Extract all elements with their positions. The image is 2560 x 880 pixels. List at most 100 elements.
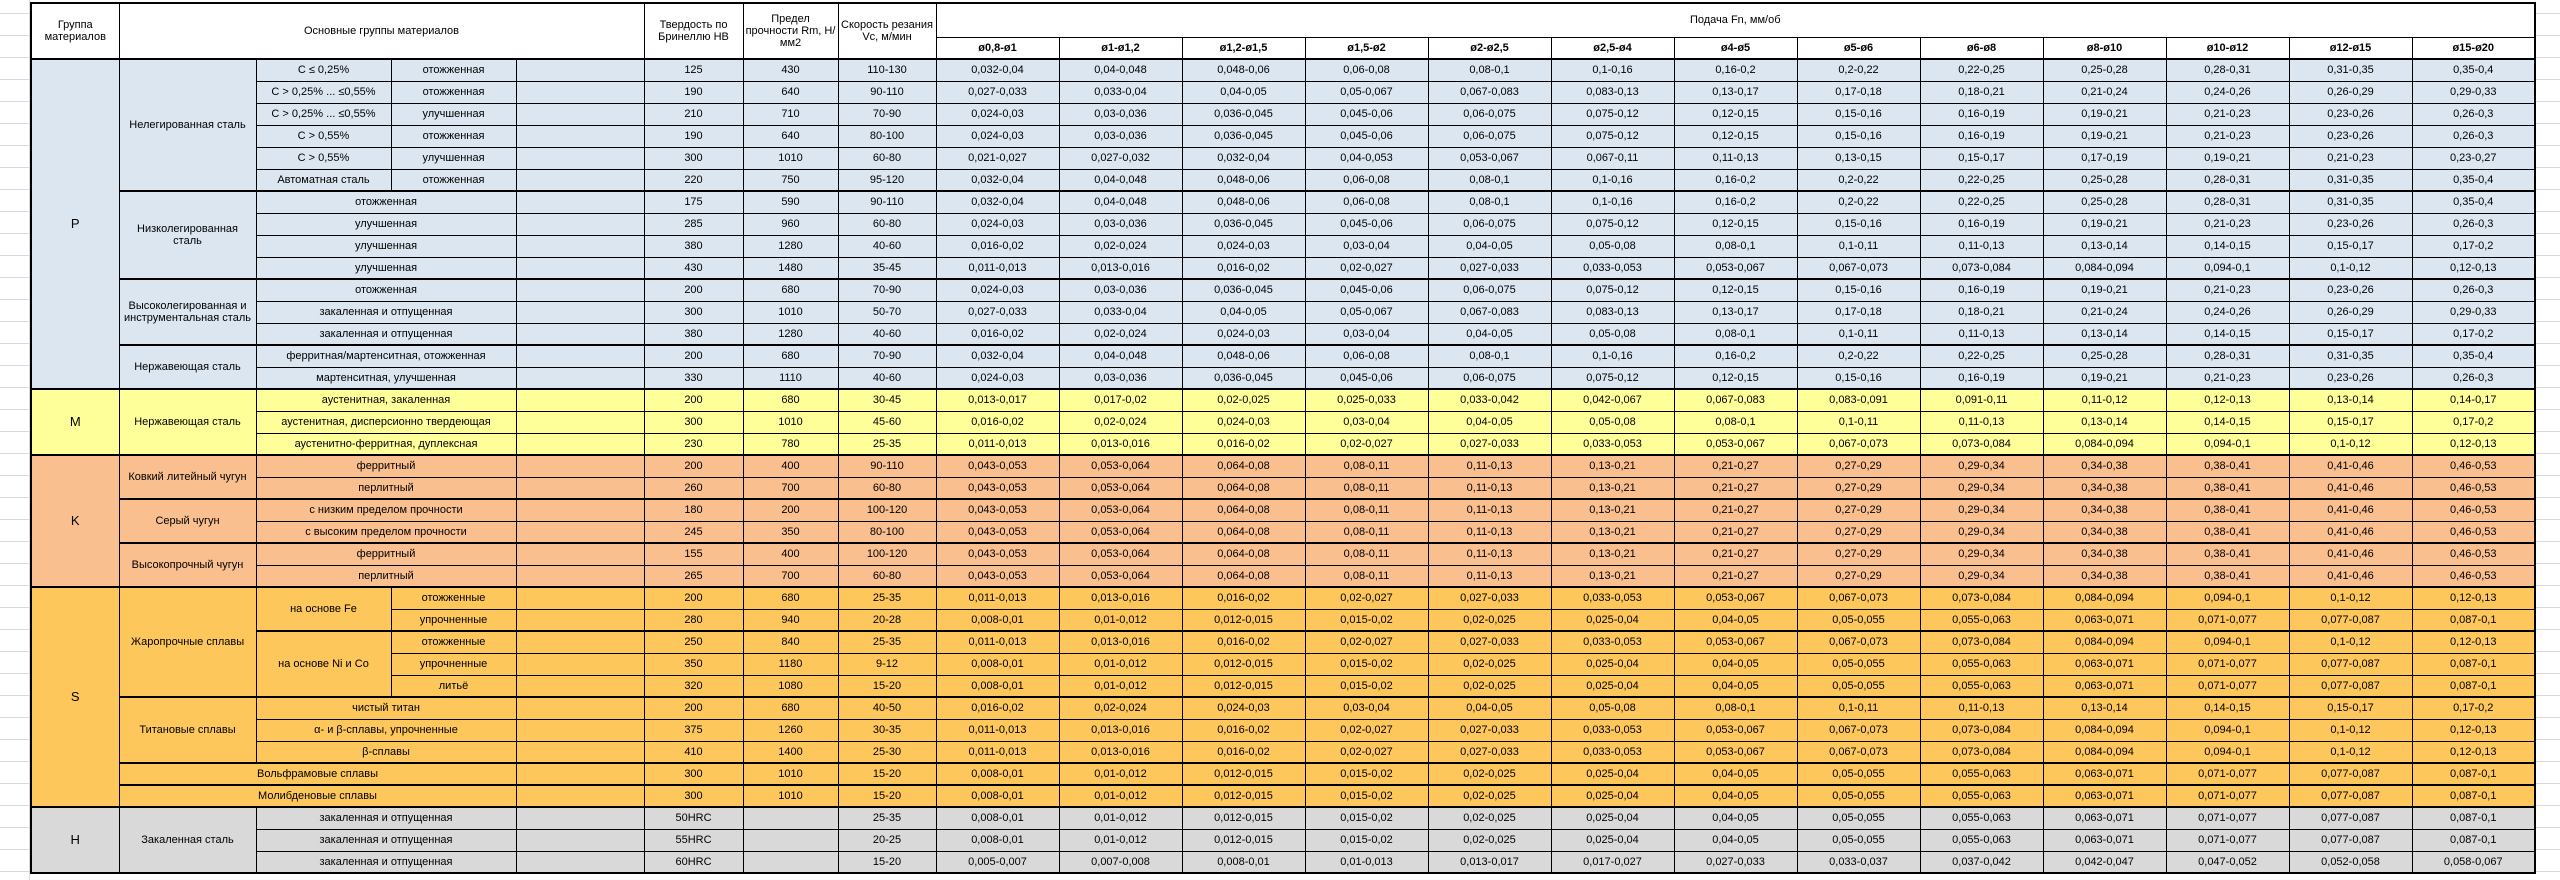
feed-cell[interactable]: 0,16-0,2 [1673,190,1798,214]
feed-cell[interactable]: 0,024-0,03 [1181,696,1306,720]
feed-cell[interactable]: 0,05-0,08 [1550,234,1675,258]
feed-cell[interactable]: 0,013-0,016 [1058,432,1183,456]
feed-cell[interactable]: 0,34-0,38 [2042,476,2167,500]
feed-cell[interactable]: 0,06-0,075 [1427,212,1552,236]
condition-cell[interactable]: улучшенная [255,256,517,280]
feed-cell[interactable]: 0,037-0,042 [1919,850,2044,874]
feed-cell[interactable]: 0,29-0,34 [1919,542,2044,566]
hardness-cell[interactable]: 410 [643,740,744,764]
feed-cell[interactable]: 0,087-0,1 [2411,674,2536,698]
feed-cell[interactable]: 0,03-0,04 [1304,410,1429,434]
strength-cell[interactable]: 680 [742,344,839,368]
feed-cell[interactable]: 0,13-0,17 [1673,80,1798,104]
spacer-cell[interactable] [515,58,645,82]
feed-cell[interactable]: 0,075-0,12 [1550,212,1675,236]
condition-cell[interactable]: улучшенная [255,212,517,236]
feed-cell[interactable]: 0,24-0,26 [2165,300,2290,324]
feed-cell[interactable]: 0,29-0,34 [1919,476,2044,500]
feed-cell[interactable]: 0,1-0,12 [2288,586,2413,610]
feed-cell[interactable]: 0,26-0,29 [2288,300,2413,324]
feed-cell[interactable]: 0,064-0,08 [1181,476,1306,500]
subtype-cell[interactable]: C ≤ 0,25% [255,58,392,82]
condition-cell[interactable]: закаленная и отпущенная [255,850,517,874]
feed-cell[interactable]: 0,048-0,06 [1181,190,1306,214]
feed-cell[interactable]: 0,016-0,02 [935,322,1060,346]
feed-cell[interactable]: 0,055-0,063 [1919,652,2044,676]
feed-cell[interactable]: 0,25-0,28 [2042,190,2167,214]
condition-cell[interactable]: отожженные [390,630,517,654]
feed-cell[interactable]: 0,15-0,16 [1796,278,1921,302]
feed-cell[interactable]: 0,067-0,073 [1796,740,1921,764]
feed-cell[interactable]: 0,012-0,015 [1181,806,1306,830]
hardness-cell[interactable]: 155 [643,542,744,566]
feed-cell[interactable]: 0,21-0,24 [2042,300,2167,324]
feed-cell[interactable]: 0,1-0,16 [1550,344,1675,368]
strength-cell[interactable]: 1010 [742,762,839,786]
spacer-cell[interactable] [515,696,645,720]
feed-cell[interactable]: 0,21-0,27 [1673,476,1798,500]
feed-cell[interactable]: 0,015-0,02 [1304,762,1429,786]
feed-cell[interactable]: 0,013-0,016 [1058,718,1183,742]
feed-cell[interactable]: 0,1-0,12 [2288,630,2413,654]
feed-cell[interactable]: 0,067-0,083 [1427,300,1552,324]
feed-cell[interactable]: 0,063-0,071 [2042,608,2167,632]
strength-cell[interactable]: 750 [742,168,839,192]
feed-cell[interactable]: 0,15-0,17 [2288,410,2413,434]
feed-cell[interactable]: 0,16-0,2 [1673,344,1798,368]
feed-cell[interactable]: 0,015-0,02 [1304,828,1429,852]
material-cell[interactable]: Нелегированная сталь [118,58,257,192]
diameter-column-header[interactable]: ø1,2-ø1,5 [1181,36,1306,60]
speed-cell[interactable]: 90-110 [837,80,937,104]
strength-cell[interactable]: 640 [742,80,839,104]
feed-cell[interactable]: 0,46-0,53 [2411,498,2536,522]
feed-cell[interactable]: 0,04-0,048 [1058,168,1183,192]
feed-cell[interactable]: 0,012-0,015 [1181,652,1306,676]
feed-cell[interactable]: 0,08-0,1 [1673,410,1798,434]
feed-cell[interactable]: 0,41-0,46 [2288,520,2413,544]
feed-cell[interactable]: 0,071-0,077 [2165,762,2290,786]
speed-cell[interactable]: 100-120 [837,498,937,522]
feed-cell[interactable]: 0,064-0,08 [1181,564,1306,588]
feed-cell[interactable]: 0,11-0,13 [1919,696,2044,720]
feed-cell[interactable]: 0,01-0,013 [1304,850,1429,874]
feed-cell[interactable]: 0,04-0,05 [1673,784,1798,808]
hardness-cell[interactable]: 220 [643,168,744,192]
material-cell[interactable]: Высокопрочный чугун [118,542,257,588]
feed-cell[interactable]: 0,12-0,13 [2411,740,2536,764]
speed-cell[interactable]: 25-35 [837,586,937,610]
condition-cell[interactable]: упрочненные [390,608,517,632]
header-cutting-speed[interactable]: Скорость резания Vc, м/мин [837,2,937,60]
feed-cell[interactable]: 0,036-0,045 [1181,278,1306,302]
feed-cell[interactable]: 0,27-0,29 [1796,454,1921,478]
feed-cell[interactable]: 0,013-0,016 [1058,740,1183,764]
diameter-column-header[interactable]: ø1,5-ø2 [1304,36,1429,60]
feed-cell[interactable]: 0,027-0,033 [1427,432,1552,456]
material-cell[interactable]: Вольфрамовые сплавы [118,762,517,786]
spacer-cell[interactable] [515,718,645,742]
strength-cell[interactable]: 1400 [742,740,839,764]
feed-cell[interactable]: 0,03-0,036 [1058,124,1183,148]
condition-cell[interactable]: аустенитная, дисперсионно твердеющая [255,410,517,434]
feed-cell[interactable]: 0,1-0,16 [1550,58,1675,82]
feed-cell[interactable]: 0,17-0,2 [2411,696,2536,720]
condition-cell[interactable]: чистый титан [255,696,517,720]
feed-cell[interactable]: 0,016-0,02 [1181,718,1306,742]
feed-cell[interactable]: 0,11-0,13 [1919,322,2044,346]
feed-cell[interactable]: 0,05-0,08 [1550,322,1675,346]
feed-cell[interactable]: 0,024-0,03 [935,212,1060,236]
feed-cell[interactable]: 0,017-0,027 [1550,850,1675,874]
feed-cell[interactable]: 0,042-0,067 [1550,388,1675,412]
feed-cell[interactable]: 0,35-0,4 [2411,190,2536,214]
feed-cell[interactable]: 0,04-0,05 [1673,608,1798,632]
feed-cell[interactable]: 0,077-0,087 [2288,784,2413,808]
feed-cell[interactable]: 0,045-0,06 [1304,278,1429,302]
condition-cell[interactable]: с низким пределом прочности [255,498,517,522]
feed-cell[interactable]: 0,29-0,34 [1919,564,2044,588]
feed-cell[interactable]: 0,067-0,073 [1796,630,1921,654]
feed-cell[interactable]: 0,12-0,13 [2165,388,2290,412]
hardness-cell[interactable]: 125 [643,58,744,82]
feed-cell[interactable]: 0,027-0,033 [1673,850,1798,874]
feed-cell[interactable]: 0,016-0,02 [1181,256,1306,280]
spacer-cell[interactable] [515,278,645,302]
feed-cell[interactable]: 0,043-0,053 [935,542,1060,566]
